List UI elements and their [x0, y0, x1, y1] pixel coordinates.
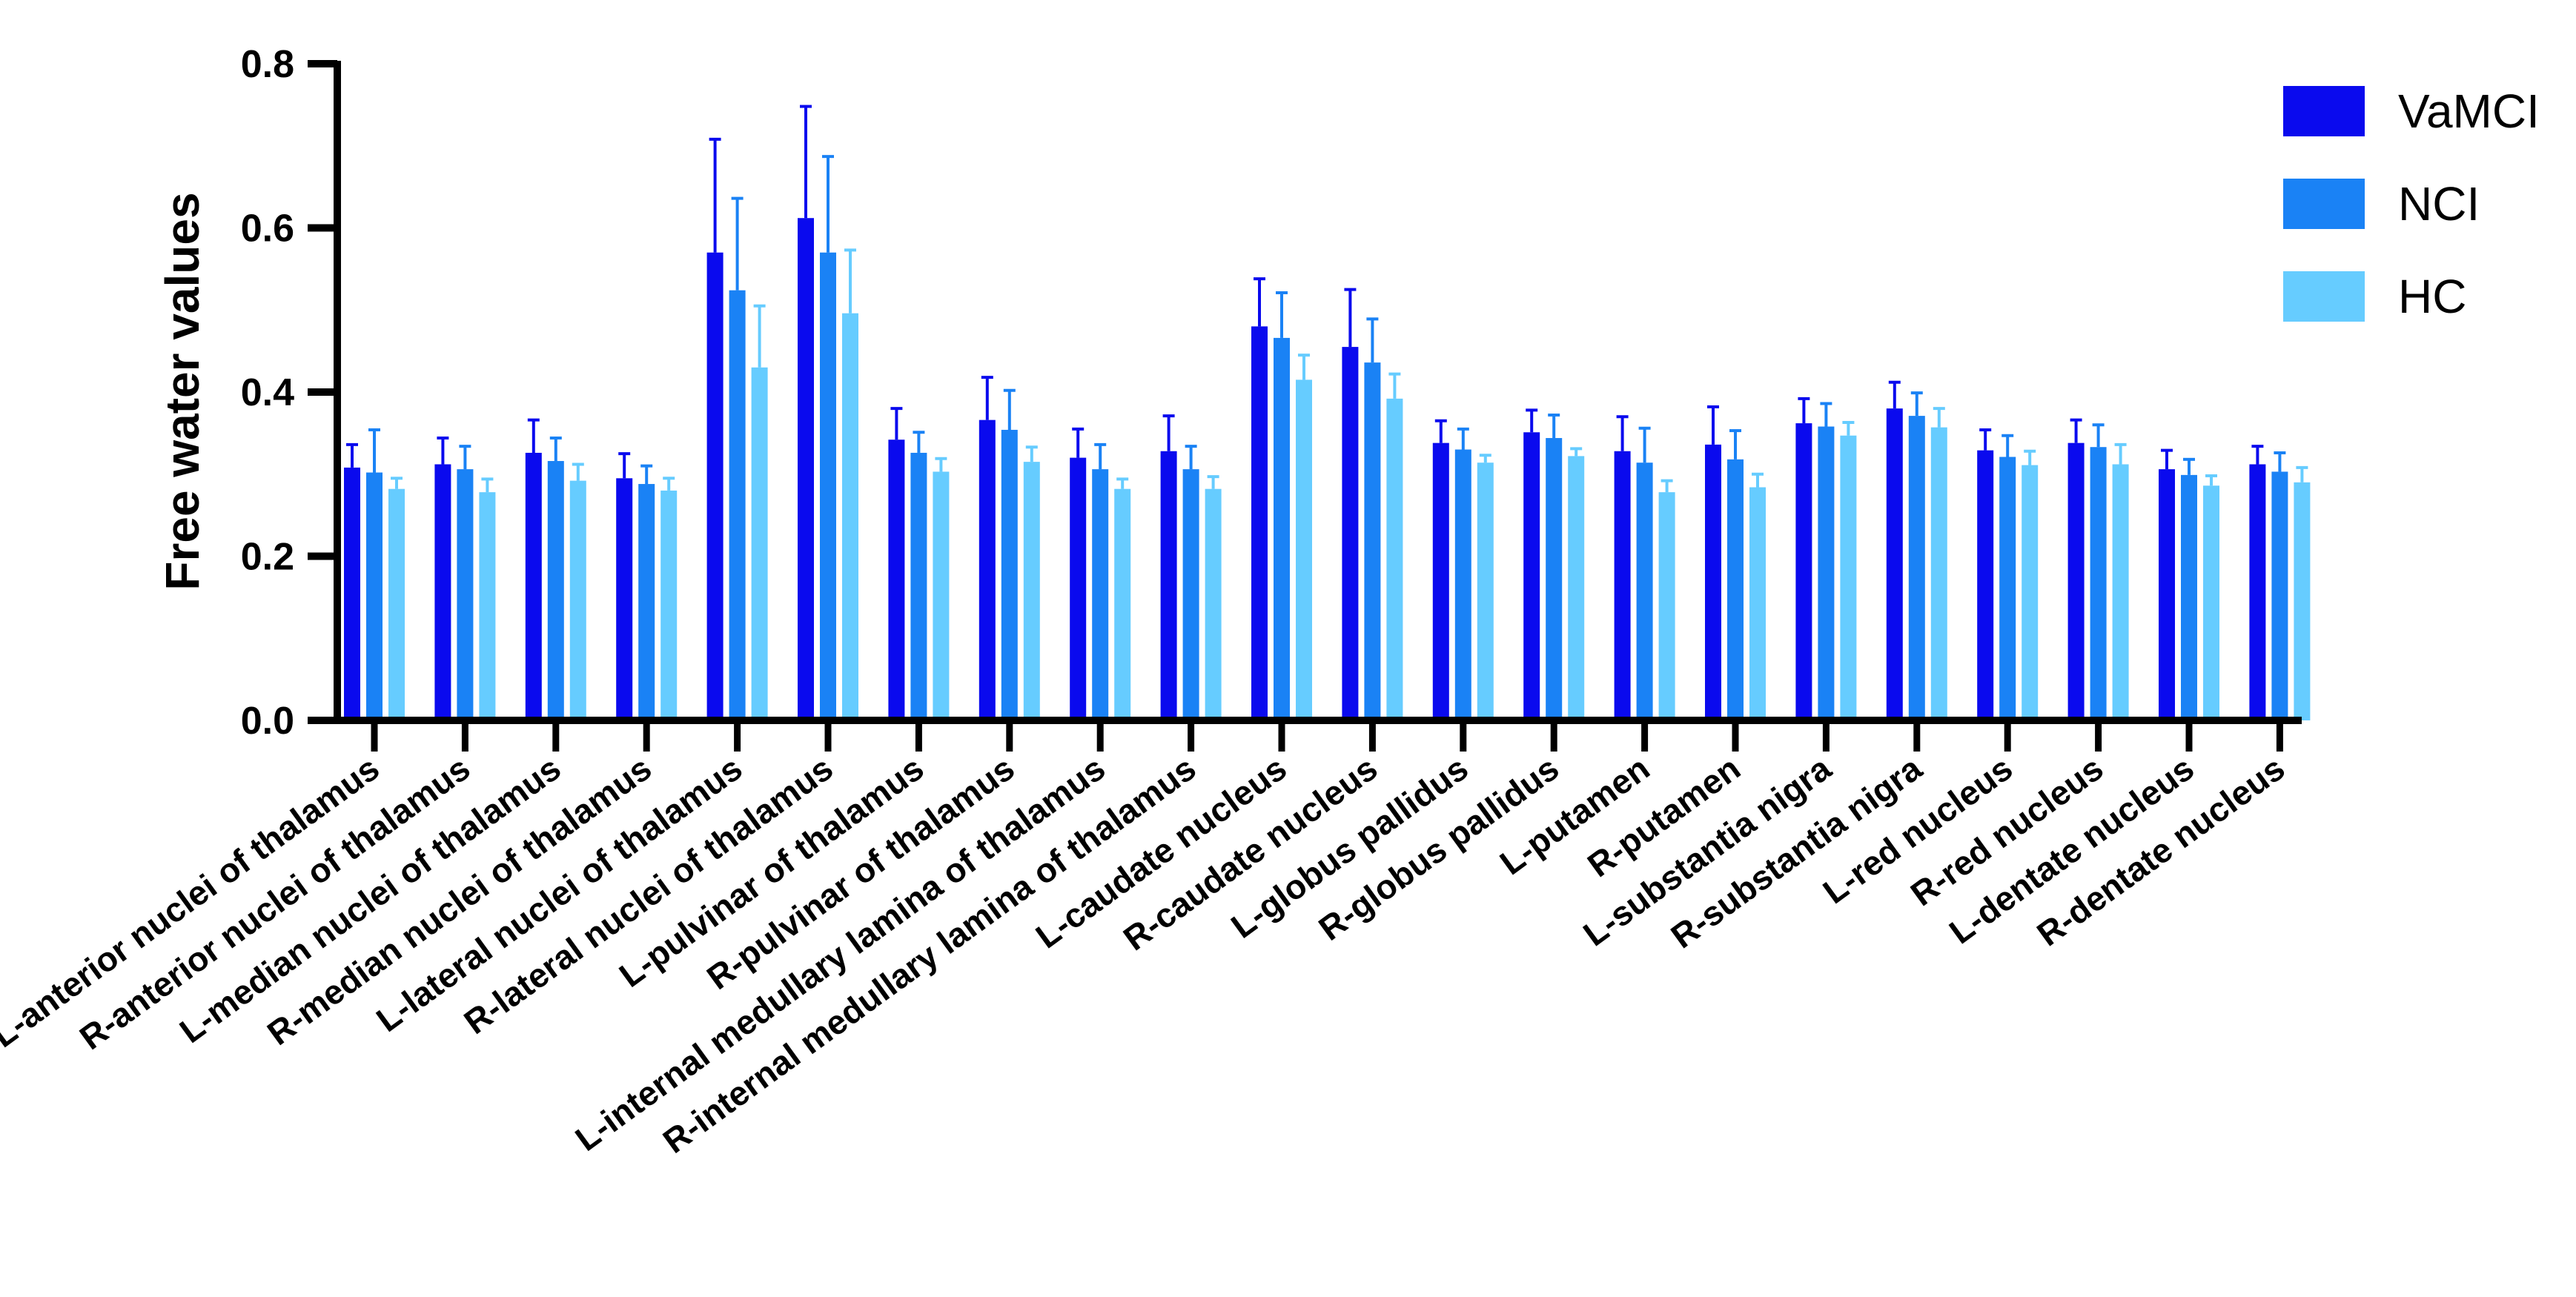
bar-hc-3 [660, 490, 678, 720]
bar-nci-16 [1818, 426, 1835, 720]
bar-vamci-2 [525, 452, 542, 720]
bar-hc-9 [1205, 488, 1222, 720]
y-tick-label: 0.0 [241, 700, 294, 743]
bar-nci-1 [457, 469, 474, 720]
bar-vamci-18 [1977, 450, 1994, 720]
y-tick-label: 0.2 [241, 536, 294, 579]
category-labels-group: L-anterior nuclei of thalamusR-anterior … [0, 749, 2291, 1161]
bar-nci-5 [820, 252, 836, 721]
bar-nci-4 [729, 290, 746, 720]
legend-swatch-nci [2283, 179, 2365, 229]
bar-vamci-10 [1251, 326, 1268, 720]
bar-vamci-20 [2159, 469, 2175, 720]
bar-nci-12 [1454, 449, 1471, 720]
bar-nci-9 [1182, 469, 1199, 720]
y-tick-label: 0.4 [241, 371, 294, 414]
legend-label-hc: HC [2398, 270, 2466, 323]
bar-vamci-13 [1523, 432, 1540, 720]
bar-hc-15 [1749, 487, 1766, 720]
bar-hc-0 [388, 488, 405, 720]
bar-vamci-17 [1886, 408, 1903, 720]
bar-vamci-9 [1160, 451, 1177, 720]
bar-nci-17 [1908, 416, 1925, 720]
bar-vamci-19 [2067, 442, 2085, 720]
bar-vamci-5 [798, 218, 814, 721]
bar-hc-12 [1477, 462, 1494, 720]
bars-group [344, 105, 2311, 721]
bar-hc-19 [2112, 464, 2129, 720]
bar-hc-18 [2022, 465, 2039, 720]
bar-nci-15 [1727, 459, 1744, 720]
bar-vamci-21 [2249, 464, 2266, 720]
bar-hc-5 [842, 313, 858, 720]
bar-vamci-12 [1432, 442, 1449, 720]
bar-nci-11 [1364, 362, 1381, 720]
bar-hc-16 [1840, 435, 1857, 720]
bar-vamci-6 [888, 439, 905, 720]
bar-vamci-14 [1614, 451, 1631, 720]
bar-vamci-3 [616, 478, 633, 720]
bar-hc-11 [1386, 398, 1403, 720]
legend-swatch-hc [2283, 271, 2365, 322]
bar-vamci-1 [434, 464, 451, 720]
bar-nci-13 [1546, 438, 1563, 720]
y-axis-title: Free water values [156, 192, 209, 590]
bar-hc-21 [2294, 482, 2311, 720]
bar-nci-6 [910, 452, 927, 720]
bar-vamci-15 [1705, 444, 1721, 720]
bar-hc-10 [1296, 379, 1312, 720]
bar-nci-0 [366, 472, 383, 720]
bar-hc-6 [933, 471, 950, 720]
bar-vamci-11 [1342, 347, 1359, 720]
y-tick-label: 0.6 [241, 208, 294, 251]
bar-vamci-7 [979, 419, 996, 720]
bar-hc-7 [1023, 462, 1040, 720]
bar-nci-7 [1001, 429, 1018, 720]
legend: VaMCI NCI HC [2283, 84, 2540, 323]
bar-nci-10 [1274, 337, 1290, 720]
bar-hc-4 [751, 367, 768, 720]
bar-nci-20 [2181, 474, 2197, 720]
y-tick-label: 0.8 [241, 43, 294, 86]
bar-vamci-8 [1070, 457, 1087, 720]
bar-nci-19 [2090, 447, 2107, 720]
bar-hc-13 [1568, 456, 1585, 720]
bar-hc-14 [1658, 492, 1675, 720]
bar-nci-14 [1636, 462, 1653, 720]
legend-label-vamci: VaMCI [2398, 84, 2540, 138]
bar-hc-20 [2203, 485, 2219, 720]
bar-hc-8 [1114, 488, 1131, 720]
bar-hc-2 [569, 480, 586, 720]
bar-nci-2 [547, 461, 564, 720]
legend-swatch-vamci [2283, 86, 2365, 136]
legend-label-nci: NCI [2398, 177, 2480, 230]
bar-nci-18 [1999, 457, 2016, 720]
bar-hc-1 [479, 492, 496, 720]
bar-nci-3 [638, 484, 655, 720]
bar-nci-8 [1092, 469, 1109, 720]
bar-vamci-16 [1795, 423, 1812, 720]
bar-vamci-4 [706, 252, 724, 721]
bar-vamci-0 [344, 467, 360, 720]
axes-group: 0.0 0.2 0.4 0.6 0.8 [241, 43, 2302, 752]
bar-hc-17 [1930, 427, 1947, 720]
bar-nci-21 [2271, 471, 2288, 720]
